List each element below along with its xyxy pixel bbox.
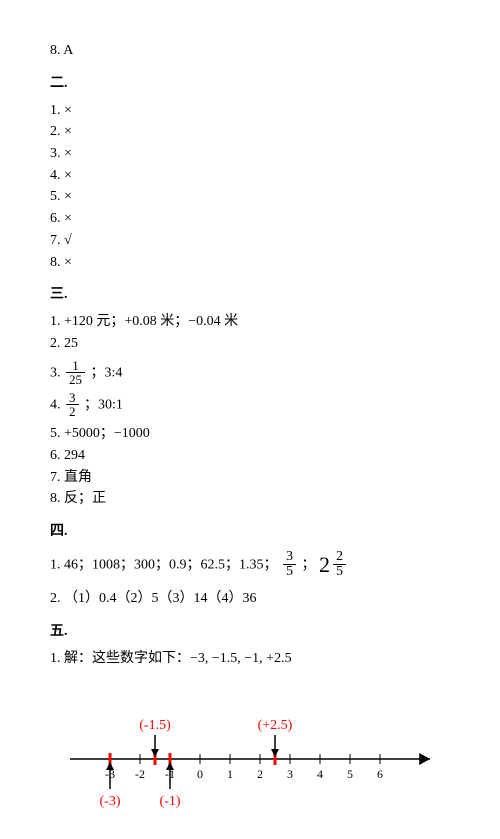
text: ；: [302, 557, 320, 572]
fraction: 2 5: [333, 550, 346, 580]
s4-line: 2. （1）0.4（2）5（3）14（4）36: [50, 588, 450, 610]
s3-line: 1. +120 元；+0.08 米；−0.04 米: [50, 311, 450, 333]
list-item: 5. ×: [50, 186, 450, 208]
section-2-list: 1. × 2. × 3. × 4. × 5. × 6. × 7. √ 8. ×: [50, 100, 450, 274]
svg-text:5: 5: [347, 767, 353, 781]
svg-text:2: 2: [257, 767, 263, 781]
svg-text:0: 0: [197, 767, 203, 781]
text: 4.: [50, 397, 64, 412]
s5-line: 1. 解：这些数字如下：−3, −1.5, −1, +2.5: [50, 648, 450, 670]
section-5-title: 五.: [50, 620, 450, 640]
numerator: 1: [66, 359, 85, 374]
section-4-title: 四.: [50, 520, 450, 540]
text: 1. 46；1008；300；0.9；62.5；1.35；: [50, 557, 281, 572]
text: ；3:4: [91, 365, 123, 380]
s3-line: 8. 反；正: [50, 488, 450, 510]
numerator: 2: [333, 550, 346, 566]
section-3-title: 三.: [50, 283, 450, 303]
fraction: 3 5: [283, 550, 296, 580]
numerator: 3: [283, 550, 296, 566]
number-line: -3-2-10123456(-1.5)(+2.5)(-3)(-1): [50, 689, 450, 809]
s3-line-frac: 3. 1 25 ；3:4: [50, 359, 450, 387]
section-2-title: 二.: [50, 72, 450, 92]
svg-text:-2: -2: [135, 767, 145, 781]
denominator: 5: [333, 565, 346, 580]
number-line-svg: -3-2-10123456(-1.5)(+2.5)(-3)(-1): [60, 689, 440, 809]
whole-part: 2: [319, 552, 330, 577]
denominator: 5: [283, 565, 296, 580]
list-item: 6. ×: [50, 208, 450, 230]
page: 8. A 二. 1. × 2. × 3. × 4. × 5. × 6. × 7.…: [0, 0, 500, 839]
numerator: 3: [66, 391, 79, 406]
mixed-number: 2 2 5: [319, 548, 348, 582]
text: 3.: [50, 365, 64, 380]
list-item: 3. ×: [50, 143, 450, 165]
fraction: 3 2: [66, 391, 79, 419]
list-item: 4. ×: [50, 165, 450, 187]
svg-text:(-1): (-1): [160, 794, 181, 809]
fraction: 1 25: [66, 359, 85, 387]
svg-text:6: 6: [377, 767, 383, 781]
s3-line: 2. 25: [50, 333, 450, 355]
svg-text:(-1.5): (-1.5): [139, 718, 171, 733]
denominator: 2: [66, 405, 79, 419]
text: ；30:1: [84, 397, 123, 412]
answer-8a: 8. A: [50, 40, 450, 62]
s3-line: 7. 直角: [50, 467, 450, 489]
svg-text:3: 3: [287, 767, 293, 781]
svg-text:4: 4: [317, 767, 323, 781]
s3-line-frac: 4. 3 2 ；30:1: [50, 391, 450, 419]
s3-line: 5. +5000；−1000: [50, 423, 450, 445]
svg-text:(+2.5): (+2.5): [258, 718, 293, 733]
denominator: 25: [66, 373, 85, 387]
list-item: 1. ×: [50, 100, 450, 122]
svg-text:(-3): (-3): [100, 794, 121, 809]
list-item: 2. ×: [50, 121, 450, 143]
s4-line-frac: 1. 46；1008；300；0.9；62.5；1.35； 3 5 ； 2 2 …: [50, 548, 450, 582]
svg-text:1: 1: [227, 767, 233, 781]
list-item: 7. √: [50, 230, 450, 252]
list-item: 8. ×: [50, 252, 450, 274]
s3-line: 6. 294: [50, 445, 450, 467]
